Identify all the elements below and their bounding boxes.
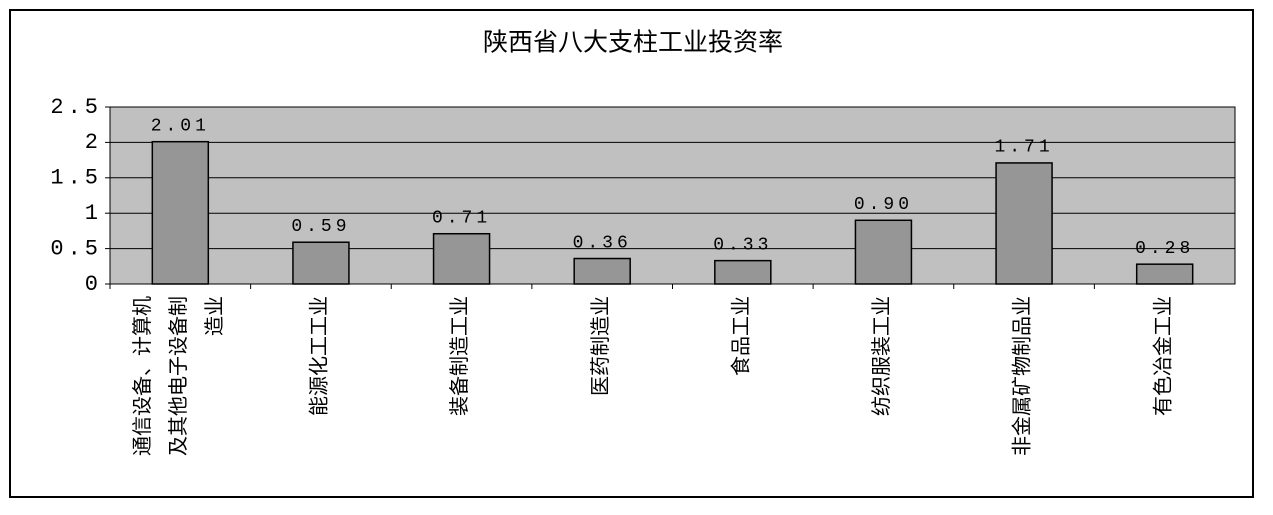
bar	[573, 257, 631, 285]
y-tick-label: 2	[85, 130, 102, 155]
data-label: 0.59	[291, 217, 350, 237]
x-tick-label-line: 及其他电子设备制	[167, 296, 190, 456]
bar	[1135, 263, 1194, 285]
data-label: 0.28	[1135, 239, 1194, 259]
data-label: 1.71	[994, 138, 1053, 158]
x-tick-label-line: 通信设备、计算机	[131, 296, 154, 456]
x-tick-label: 医药制造业	[589, 296, 612, 396]
x-tick-label-line: 能源化工工业	[308, 296, 331, 416]
y-tick-label: 0	[85, 272, 102, 297]
x-tick-label-line: 纺织服装工业	[870, 296, 893, 416]
bar	[432, 232, 491, 285]
y-tick-label: 1	[85, 201, 102, 226]
bar	[995, 162, 1053, 285]
y-tick-label: 1.5	[50, 166, 102, 191]
data-label: 0.71	[432, 208, 491, 228]
x-tick-label: 通信设备、计算机 及其他电子设备制 造业	[131, 296, 226, 456]
bar	[714, 259, 772, 285]
x-tick-label-line: 装备制造工业	[448, 296, 471, 416]
x-tick-label-line: 医药制造业	[589, 296, 612, 396]
chart-title: 陕西省八大支柱工业投资率	[483, 29, 783, 57]
x-tick-label-line: 非金属矿物制品业	[1011, 296, 1034, 456]
data-label: 2.01	[151, 116, 210, 136]
data-label: 0.90	[854, 195, 913, 215]
bar	[854, 219, 913, 285]
x-tick-label: 能源化工工业	[308, 296, 331, 416]
x-tick-label-line: 食品工业	[729, 296, 752, 376]
data-label: 0.36	[573, 233, 632, 253]
x-tick-label: 非金属矿物制品业	[1011, 296, 1034, 456]
y-tick-label: 0.5	[50, 236, 102, 261]
x-tick-label: 有色冶金工业	[1151, 296, 1174, 416]
data-label: 0.33	[713, 235, 772, 255]
y-tick-label: 2.5	[50, 95, 102, 120]
x-tick-label: 装备制造工业	[448, 296, 471, 416]
x-tick-label-line: 造业	[203, 296, 226, 336]
bar	[151, 140, 210, 285]
bar	[292, 241, 350, 285]
x-tick-label: 纺织服装工业	[870, 296, 893, 416]
x-tick-label: 食品工业	[729, 296, 752, 376]
x-tick-label-line: 有色冶金工业	[1151, 296, 1174, 416]
plot-area	[109, 106, 1236, 285]
